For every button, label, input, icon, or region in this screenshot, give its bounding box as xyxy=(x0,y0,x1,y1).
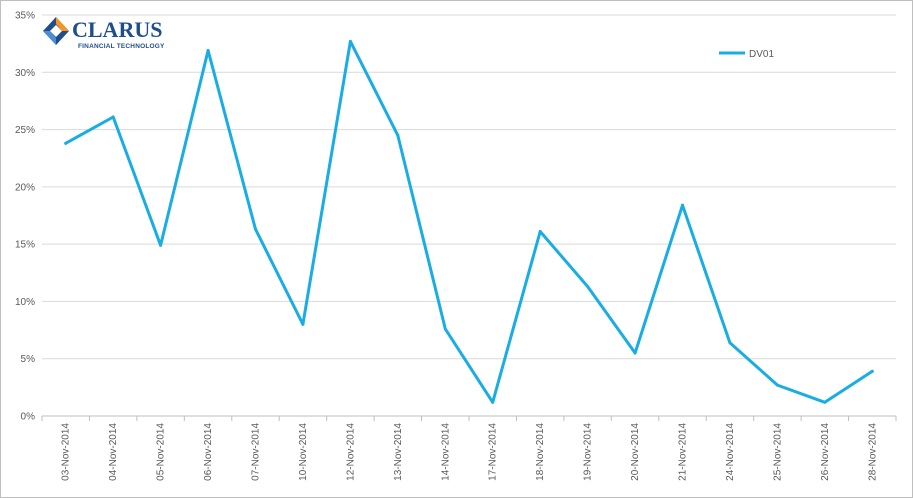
x-axis-ticks: 03-Nov-2014 04-Nov-2014 05-Nov-2014 06-Nov-… xyxy=(61,423,879,481)
x-tick-label: 18-Nov-2014 xyxy=(535,423,546,481)
x-tick-label: 20-Nov-2014 xyxy=(630,423,641,481)
clarus-diamond-icon xyxy=(43,17,69,45)
data-point xyxy=(443,327,447,331)
data-point xyxy=(586,285,590,289)
logo-tagline: FINANCIAL TECHNOLOGY xyxy=(78,43,165,50)
data-point xyxy=(823,400,827,404)
data-point xyxy=(301,322,305,326)
data-point xyxy=(491,400,495,404)
x-tick-label: 10-Nov-2014 xyxy=(298,423,309,481)
data-point xyxy=(159,243,163,247)
y-tick-label: 15% xyxy=(15,240,35,251)
y-tick-label: 25% xyxy=(15,125,35,136)
x-tick-label: 03-Nov-2014 xyxy=(61,423,72,481)
data-point xyxy=(775,383,779,387)
y-tick-label: 10% xyxy=(15,297,35,308)
data-point xyxy=(64,141,68,145)
data-point xyxy=(870,369,874,373)
x-tick-label: 07-Nov-2014 xyxy=(251,423,262,481)
x-axis xyxy=(41,415,897,421)
x-tick-label: 05-Nov-2014 xyxy=(156,423,167,481)
x-tick-label: 12-Nov-2014 xyxy=(345,423,356,481)
data-point xyxy=(206,49,210,53)
data-point xyxy=(396,133,400,137)
x-tick-label: 21-Nov-2014 xyxy=(678,423,689,481)
x-tick-label: 26-Nov-2014 xyxy=(820,423,831,481)
data-point xyxy=(254,227,257,231)
x-tick-label: 25-Nov-2014 xyxy=(772,423,783,481)
series-layer xyxy=(64,39,874,404)
y-tick-label: 20% xyxy=(15,182,35,193)
y-tick-label: 35% xyxy=(15,11,35,22)
clarus-logo: CLARUS FINANCIAL TECHNOLOGY xyxy=(42,15,177,55)
y-tick-label: 5% xyxy=(21,354,36,365)
y-tick-label: 30% xyxy=(15,68,35,79)
clarus-logo-graphic: CLARUS FINANCIAL TECHNOLOGY xyxy=(43,17,165,50)
logo-name: CLARUS xyxy=(72,17,162,42)
x-tick-label: 17-Nov-2014 xyxy=(488,423,499,481)
x-tick-label: 13-Nov-2014 xyxy=(393,423,404,481)
x-tick-label: 28-Nov-2014 xyxy=(867,423,878,481)
y-tick-label: 0% xyxy=(21,412,36,423)
x-tick-label: 19-Nov-2014 xyxy=(583,423,594,481)
data-point xyxy=(538,230,542,234)
x-tick-label: 14-Nov-2014 xyxy=(440,423,451,481)
x-tick-label: 04-Nov-2014 xyxy=(108,423,119,481)
gridlines xyxy=(42,14,896,417)
data-point xyxy=(681,203,684,207)
data-point xyxy=(348,39,352,43)
data-point xyxy=(728,341,732,345)
x-tick-label: 24-Nov-2014 xyxy=(725,423,736,481)
data-point xyxy=(633,351,637,355)
legend-label-dv01: DV01 xyxy=(749,49,774,60)
x-tick-label: 06-Nov-2014 xyxy=(203,423,214,481)
series-line-dv01 xyxy=(64,39,874,404)
y-axis-ticks: 0% 5% 10% 15% 20% 25% 30% 35% xyxy=(15,11,35,423)
legend: DV01 xyxy=(719,49,774,60)
data-point xyxy=(111,115,115,119)
